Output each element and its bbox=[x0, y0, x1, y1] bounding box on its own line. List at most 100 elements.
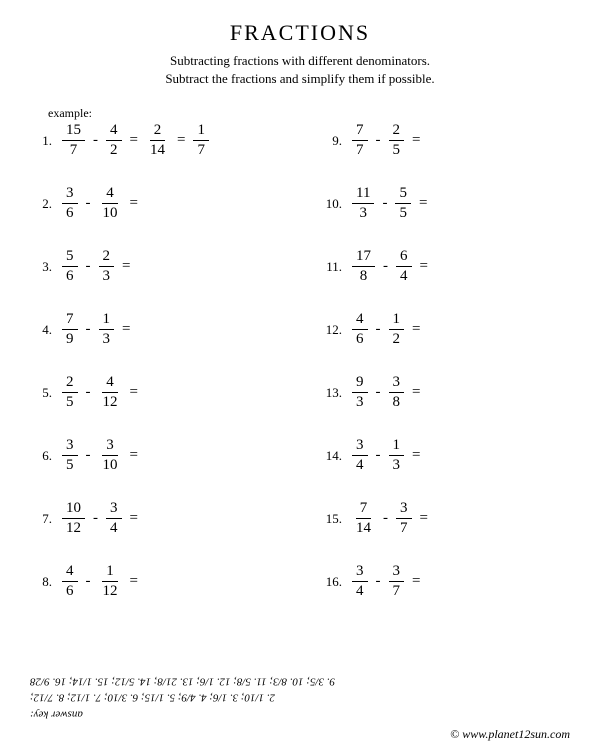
minus-op: - bbox=[86, 258, 91, 275]
numerator: 3 bbox=[106, 501, 122, 519]
denominator: 4 bbox=[352, 582, 368, 599]
fraction: 410 bbox=[99, 186, 122, 221]
subtitle: Subtracting fractions with different den… bbox=[30, 52, 570, 88]
denominator: 5 bbox=[395, 204, 411, 221]
fraction: 23 bbox=[99, 249, 115, 284]
fraction: 77 bbox=[352, 123, 368, 158]
equals-op: = bbox=[130, 573, 138, 590]
denominator: 8 bbox=[389, 393, 405, 410]
fraction: 25 bbox=[389, 123, 405, 158]
denominator: 3 bbox=[99, 267, 115, 284]
fraction: 34 bbox=[106, 501, 122, 536]
numerator: 4 bbox=[62, 564, 78, 582]
fraction: 13 bbox=[389, 438, 405, 473]
denominator: 4 bbox=[352, 456, 368, 473]
problem-row: 6.35-310= bbox=[30, 438, 280, 473]
denominator: 6 bbox=[62, 267, 78, 284]
denominator: 7 bbox=[352, 141, 368, 158]
problem-row: 11.178-64= bbox=[320, 249, 570, 284]
problem-row: 13.93-38= bbox=[320, 375, 570, 410]
example-label: example: bbox=[48, 106, 570, 121]
fraction: 25 bbox=[62, 375, 78, 410]
denominator: 2 bbox=[389, 330, 405, 347]
denominator: 5 bbox=[62, 393, 78, 410]
fraction: 42 bbox=[106, 123, 122, 158]
problem-number: 2. bbox=[30, 196, 52, 212]
numerator: 3 bbox=[396, 501, 412, 519]
denominator: 4 bbox=[396, 267, 412, 284]
problem-number: 6. bbox=[30, 448, 52, 464]
denominator: 6 bbox=[62, 204, 78, 221]
problem-number: 4. bbox=[30, 322, 52, 338]
answer-key: answer key: 2. 1/10; 3. 1/6; 4. 4/9; 5. … bbox=[30, 673, 570, 723]
subtitle-line2: Subtract the fractions and simplify them… bbox=[165, 71, 434, 86]
fraction: 46 bbox=[62, 564, 78, 599]
numerator: 7 bbox=[62, 312, 78, 330]
fraction: 38 bbox=[389, 375, 405, 410]
problem-row: 5.25-412= bbox=[30, 375, 280, 410]
answer-key-line2: 9. 3/5; 10. 8/3; 11. 5/8; 12. 1/6; 13. 2… bbox=[30, 675, 335, 687]
denominator: 3 bbox=[355, 204, 371, 221]
problem-row: 1.157-42=214=17 bbox=[30, 123, 280, 158]
fraction: 46 bbox=[352, 312, 368, 347]
answer-key-line1: 2. 1/10; 3. 1/6; 4. 4/9; 5. 1/15; 6. 3/1… bbox=[30, 692, 275, 704]
equals-op: = bbox=[130, 384, 138, 401]
numerator: 2 bbox=[389, 123, 405, 141]
denominator: 14 bbox=[146, 141, 169, 158]
minus-op: - bbox=[376, 384, 381, 401]
problem-row: 7.1012-34= bbox=[30, 501, 280, 536]
numerator: 7 bbox=[356, 501, 372, 519]
numerator: 5 bbox=[62, 249, 78, 267]
fraction: 12 bbox=[389, 312, 405, 347]
minus-op: - bbox=[376, 321, 381, 338]
equals-op: = bbox=[130, 195, 138, 212]
equals-op: = bbox=[420, 258, 428, 275]
denominator: 10 bbox=[99, 204, 122, 221]
numerator: 3 bbox=[352, 438, 368, 456]
numerator: 1 bbox=[193, 123, 209, 141]
equals-op: = bbox=[130, 510, 138, 527]
fraction: 79 bbox=[62, 312, 78, 347]
equals-op: = bbox=[177, 132, 185, 149]
numerator: 4 bbox=[102, 375, 118, 393]
denominator: 8 bbox=[356, 267, 372, 284]
numerator: 15 bbox=[62, 123, 85, 141]
fraction: 34 bbox=[352, 438, 368, 473]
problem-number: 10. bbox=[320, 196, 342, 212]
problem-row: 2.36-410= bbox=[30, 186, 280, 221]
fraction: 310 bbox=[99, 438, 122, 473]
equals-op: = bbox=[412, 132, 420, 149]
minus-op: - bbox=[86, 384, 91, 401]
fraction: 714 bbox=[352, 501, 375, 536]
numerator: 2 bbox=[99, 249, 115, 267]
problem-number: 9. bbox=[320, 133, 342, 149]
numerator: 11 bbox=[352, 186, 374, 204]
denominator: 3 bbox=[389, 456, 405, 473]
denominator: 14 bbox=[352, 519, 375, 536]
denominator: 5 bbox=[62, 456, 78, 473]
fraction: 37 bbox=[389, 564, 405, 599]
minus-op: - bbox=[376, 573, 381, 590]
problem-row: 12.46-12= bbox=[320, 312, 570, 347]
fraction: 17 bbox=[193, 123, 209, 158]
numerator: 1 bbox=[99, 312, 115, 330]
minus-op: - bbox=[86, 573, 91, 590]
fraction: 1012 bbox=[62, 501, 85, 536]
numerator: 9 bbox=[352, 375, 368, 393]
equals-op: = bbox=[122, 321, 130, 338]
fraction: 178 bbox=[352, 249, 375, 284]
minus-op: - bbox=[376, 447, 381, 464]
fraction: 56 bbox=[62, 249, 78, 284]
fraction: 35 bbox=[62, 438, 78, 473]
numerator: 1 bbox=[389, 438, 405, 456]
numerator: 1 bbox=[102, 564, 118, 582]
denominator: 7 bbox=[396, 519, 412, 536]
numerator: 10 bbox=[62, 501, 85, 519]
fraction: 13 bbox=[99, 312, 115, 347]
problem-number: 8. bbox=[30, 574, 52, 590]
denominator: 4 bbox=[106, 519, 122, 536]
minus-op: - bbox=[376, 132, 381, 149]
equals-op: = bbox=[412, 447, 420, 464]
denominator: 2 bbox=[106, 141, 122, 158]
problem-number: 7. bbox=[30, 511, 52, 527]
